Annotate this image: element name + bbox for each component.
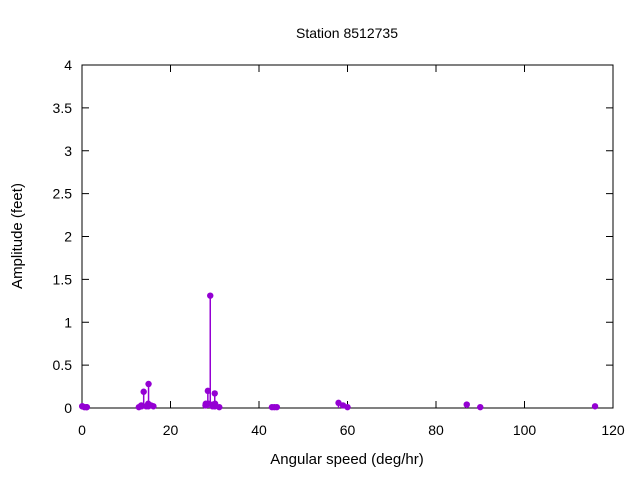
x-tick-label: 60 xyxy=(340,422,356,438)
data-point-marker xyxy=(591,403,599,410)
x-tick-label: 80 xyxy=(428,422,444,438)
x-tick-label: 20 xyxy=(163,422,179,438)
y-axis-label: Amplitude (feet) xyxy=(9,183,26,289)
data-point-marker xyxy=(207,292,214,299)
data-point-marker xyxy=(344,403,351,411)
x-tick-label: 100 xyxy=(513,422,537,438)
axis-ticks xyxy=(81,64,614,409)
y-tick-label: 2.5 xyxy=(53,186,73,202)
y-tick-label: 0 xyxy=(64,400,72,416)
data-point-marker xyxy=(216,403,223,411)
y-tick-label: 1.5 xyxy=(53,271,73,287)
y-tick-label: 4 xyxy=(64,57,72,73)
plot-border xyxy=(81,64,614,409)
x-tick-label: 120 xyxy=(601,422,625,438)
data-point-marker xyxy=(204,387,212,395)
y-tick-label: 3 xyxy=(64,143,72,159)
data-point-marker xyxy=(211,390,218,397)
y-tick-label: 2 xyxy=(64,229,72,245)
data-series xyxy=(78,292,599,411)
data-point-marker xyxy=(83,403,91,411)
data-point-marker xyxy=(477,403,484,411)
axis-tick-labels: 0 20 40 60 80 100 120 0 0.5 1 1.5 2 2.5 3 3.5 4 xyxy=(53,57,625,438)
data-point-marker xyxy=(150,403,157,410)
data-point-marker xyxy=(140,388,147,395)
y-tick-label: 0.5 xyxy=(53,357,73,373)
y-tick-label: 3.5 xyxy=(53,100,73,116)
x-axis-label: Angular speed (deg/hr) xyxy=(270,451,423,468)
data-point-marker xyxy=(145,380,152,388)
data-point-marker xyxy=(273,403,281,411)
data-point-marker xyxy=(463,401,470,408)
x-tick-label: 40 xyxy=(251,422,267,438)
x-tick-label: 0 xyxy=(78,422,86,438)
y-tick-label: 1 xyxy=(64,314,72,330)
chart-title: Station 8512735 xyxy=(296,25,398,41)
